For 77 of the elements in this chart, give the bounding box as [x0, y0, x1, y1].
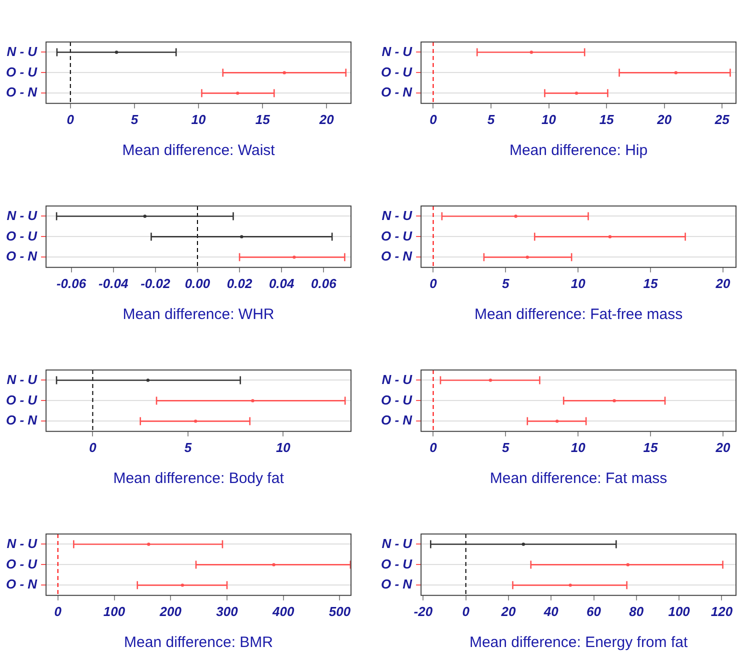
x-tick-label: -0.02 [140, 276, 171, 291]
x-tick-label: 0 [430, 276, 438, 291]
y-tick-label: N - U [382, 44, 413, 59]
x-tick-label: 0 [462, 604, 470, 619]
x-tick-label: 40 [542, 604, 560, 619]
y-tick-label: O - N [6, 84, 38, 100]
x-tick-label: 10 [276, 440, 292, 455]
y-tick-label: O - N [380, 248, 413, 264]
x-axis-title: Mean difference: WHR [122, 306, 274, 324]
x-tick-label: 0.04 [268, 276, 296, 291]
x-axis-title: Mean difference: Fat mass [490, 470, 668, 488]
x-tick-label: 10 [542, 112, 557, 127]
y-tick-label: O - U [380, 556, 413, 572]
x-tick-label: 25 [714, 112, 730, 127]
x-tick-label: 0 [430, 440, 438, 455]
x-axis-title: Mean difference: Waist [122, 142, 276, 160]
x-tick-label: 15 [643, 276, 659, 291]
x-tick-label: 5 [184, 440, 192, 455]
x-tick-label: 15 [255, 112, 271, 127]
x-tick-label: 60 [586, 604, 602, 619]
y-tick-label: O - U [6, 556, 38, 572]
x-tick-label: 0.06 [311, 276, 338, 291]
y-tick-label: O - U [6, 392, 38, 408]
x-tick-label: 20 [500, 604, 516, 619]
x-tick-label: 100 [668, 604, 691, 619]
x-tick-label: 0.00 [184, 276, 211, 291]
y-tick-label: O - U [6, 228, 38, 244]
y-tick-label: O - U [380, 392, 413, 408]
y-tick-label: N - U [382, 536, 413, 551]
x-tick-label: 0 [54, 604, 62, 619]
x-tick-label: 10 [570, 276, 586, 291]
y-tick-label: O - N [6, 576, 38, 592]
x-tick-label: 300 [216, 604, 239, 619]
x-tick-label: -20 [414, 604, 434, 619]
y-tick-label: N - U [382, 372, 413, 387]
x-tick-label: 20 [714, 276, 731, 291]
x-tick-label: 100 [103, 604, 126, 619]
x-tick-label: 0 [430, 112, 438, 127]
y-tick-label: O - N [380, 576, 413, 592]
x-axis-title: Mean difference: Body fat [113, 470, 285, 488]
y-tick-label: N - U [382, 208, 413, 223]
x-tick-label: 20 [318, 112, 335, 127]
y-tick-label: O - N [6, 412, 38, 428]
x-tick-label: -0.04 [98, 276, 129, 291]
x-tick-label: 0.02 [226, 276, 253, 291]
y-tick-label: O - U [6, 64, 38, 80]
x-tick-label: 0 [66, 112, 75, 127]
x-tick-label: 5 [502, 440, 510, 455]
x-tick-label: 5 [487, 112, 496, 127]
x-axis-title: Mean difference: Fat-free mass [474, 306, 683, 324]
x-tick-label: 20 [714, 440, 731, 455]
x-tick-label: 15 [599, 112, 615, 127]
x-tick-label: 20 [656, 112, 672, 127]
y-tick-label: N - U [6, 372, 38, 387]
y-tick-label: N - U [6, 208, 38, 223]
y-tick-label: O - U [380, 228, 413, 244]
x-axis-title: Mean difference: Hip [509, 142, 648, 160]
y-tick-label: O - U [380, 64, 413, 80]
x-tick-label: 5 [130, 112, 139, 127]
x-tick-label: 0 [89, 440, 98, 455]
y-tick-label: O - N [6, 248, 38, 264]
y-tick-label: N - U [6, 536, 38, 551]
x-tick-label: 200 [158, 604, 182, 619]
y-tick-label: O - N [380, 84, 413, 100]
x-tick-label: -0.06 [56, 276, 87, 291]
x-axis-title: Mean difference: Energy from fat [469, 634, 688, 652]
x-axis-title: Mean difference: BMR [124, 634, 274, 652]
x-tick-label: 10 [570, 440, 586, 455]
y-tick-label: O - N [380, 412, 413, 428]
x-tick-label: 500 [328, 604, 352, 619]
y-tick-label: N - U [6, 44, 38, 59]
x-tick-label: 120 [710, 604, 734, 619]
x-tick-label: 400 [272, 604, 295, 619]
x-tick-label: 15 [643, 440, 659, 455]
x-tick-label: 80 [629, 604, 644, 619]
x-tick-label: 10 [191, 112, 207, 127]
x-tick-label: 5 [502, 276, 510, 291]
